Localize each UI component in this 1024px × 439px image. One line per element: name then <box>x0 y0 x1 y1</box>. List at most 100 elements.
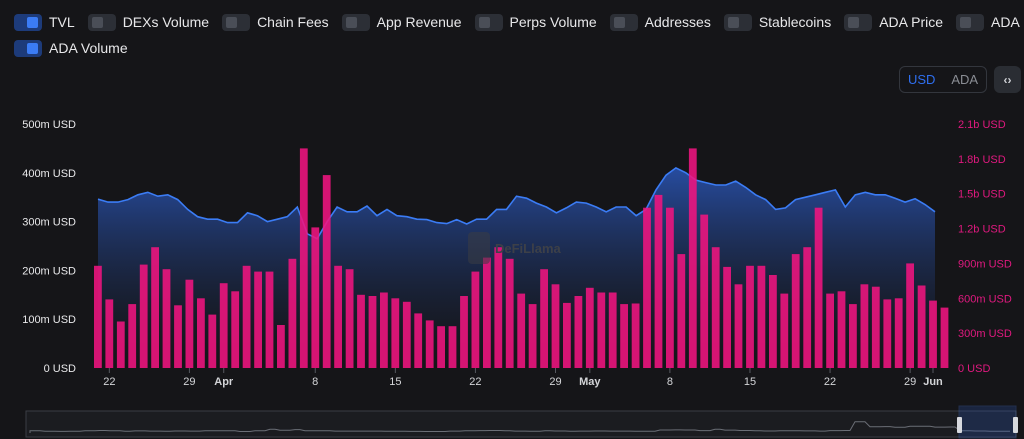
switch[interactable] <box>723 13 752 31</box>
switch[interactable] <box>14 13 42 31</box>
toggle-tvl[interactable]: TVL <box>14 13 75 31</box>
toggle-label: Perps Volume <box>509 14 597 30</box>
volume-bar <box>322 175 331 368</box>
volume-bar <box>414 313 423 368</box>
volume-bar <box>711 247 720 368</box>
toggle-ada-volume[interactable]: ADA Volume <box>14 39 128 57</box>
volume-bar <box>608 292 617 368</box>
brush-overview-line <box>29 421 1010 433</box>
right-tick-label: 1.5b USD <box>958 189 1006 201</box>
volume-bar <box>791 254 800 368</box>
volume-series <box>94 148 949 368</box>
toggle-stablecoins[interactable]: Stablecoins <box>723 13 832 31</box>
toggle-chain-fees[interactable]: Chain Fees <box>222 13 329 31</box>
volume-bar <box>105 299 114 368</box>
volume-bar <box>494 247 503 368</box>
volume-bar <box>162 269 171 368</box>
switch[interactable] <box>87 13 116 31</box>
volume-bar <box>425 320 434 368</box>
currency-ada-button[interactable]: ADA <box>951 72 979 87</box>
volume-bar <box>116 321 125 368</box>
volume-bar <box>460 296 468 368</box>
volume-bar <box>631 303 640 368</box>
switch[interactable] <box>609 13 638 31</box>
volume-bar <box>151 247 159 368</box>
volume-bar <box>357 294 365 368</box>
volume-bar <box>803 247 812 368</box>
volume-bar <box>723 266 731 368</box>
toggle-label: App Revenue <box>376 14 462 30</box>
toggle-row-2: ADA Volume <box>14 36 1014 60</box>
left-tick-label: 300m USD <box>22 217 76 229</box>
volume-bar <box>277 325 285 368</box>
volume-bar <box>391 298 400 368</box>
volume-bar <box>894 298 903 368</box>
toggle-label: ADA Volume <box>49 40 128 56</box>
volume-bar <box>197 298 205 368</box>
volume-bar <box>185 279 194 368</box>
x-tick-label: 29 <box>549 376 561 388</box>
volume-bar <box>826 293 834 368</box>
volume-bar <box>849 304 857 368</box>
currency-usd-button[interactable]: USD <box>907 72 936 87</box>
switch[interactable] <box>956 13 985 31</box>
volume-bar <box>505 258 514 368</box>
volume-bar <box>254 271 262 368</box>
volume-bar <box>643 207 651 368</box>
volume-bar <box>242 265 251 368</box>
volume-bar <box>139 264 148 368</box>
toggle-ada-price[interactable]: ADA Price <box>844 13 943 31</box>
time-range-brush[interactable] <box>25 405 1018 439</box>
left-tick-label: 0 USD <box>44 363 76 375</box>
volume-bar <box>471 271 480 368</box>
brush-right-handle[interactable] <box>1013 417 1018 433</box>
volume-bar <box>688 148 697 368</box>
toggle-perps-volume[interactable]: Perps Volume <box>474 13 597 31</box>
x-axis: 22 29 Apr 8 15 22 29 May 8 15 22 29 Jun <box>103 368 943 388</box>
volume-bar <box>437 326 445 368</box>
right-tick-label: 0 USD <box>958 363 990 375</box>
volume-bar <box>208 314 217 368</box>
series-toggles: TVL DEXs Volume Chain Fees App Revenue P… <box>14 10 1024 62</box>
embed-code-button[interactable]: ‹› <box>994 66 1021 93</box>
left-tick-label: 200m USD <box>22 265 76 277</box>
toggle-app-revenue[interactable]: App Revenue <box>341 13 462 31</box>
volume-bar <box>334 265 342 368</box>
brush-window[interactable] <box>958 405 1017 439</box>
currency-switch: USD ADA <box>899 66 987 93</box>
volume-bar <box>597 292 606 368</box>
toggle-label: Addresses <box>644 14 711 30</box>
switch[interactable] <box>844 13 873 31</box>
volume-bar <box>231 291 240 368</box>
x-tick-label: 8 <box>312 376 318 388</box>
switch[interactable] <box>341 13 370 31</box>
toggle-label: Stablecoins <box>758 14 832 30</box>
switch[interactable] <box>14 39 42 57</box>
volume-bar <box>746 265 754 368</box>
volume-bar <box>448 326 457 368</box>
brush-left-handle[interactable] <box>957 417 962 433</box>
volume-bar <box>288 258 297 368</box>
toggle-ada-mcap[interactable]: ADA MCap <box>956 13 1024 31</box>
volume-bar <box>219 283 228 368</box>
switch[interactable] <box>222 13 251 31</box>
toggle-label: DEXs Volume <box>122 14 210 30</box>
toggle-addresses[interactable]: Addresses <box>609 13 711 31</box>
volume-bar <box>265 271 274 368</box>
volume-bar <box>700 214 709 368</box>
right-tick-label: 1.8b USD <box>958 154 1006 166</box>
volume-bar <box>837 291 846 368</box>
switch[interactable] <box>474 13 503 31</box>
volume-bar <box>380 292 388 368</box>
toggle-label: TVL <box>49 14 75 30</box>
toggle-dexs-volume[interactable]: DEXs Volume <box>87 13 210 31</box>
volume-bar <box>528 304 537 368</box>
volume-bar <box>483 257 491 368</box>
toggle-row-1: TVL DEXs Volume Chain Fees App Revenue P… <box>14 10 1024 34</box>
x-tick-label: 22 <box>824 376 836 388</box>
volume-bar <box>620 304 628 368</box>
volume-bar <box>402 301 411 368</box>
volume-bar <box>917 285 926 368</box>
x-tick-label: 29 <box>904 376 916 388</box>
volume-bar <box>940 307 949 368</box>
